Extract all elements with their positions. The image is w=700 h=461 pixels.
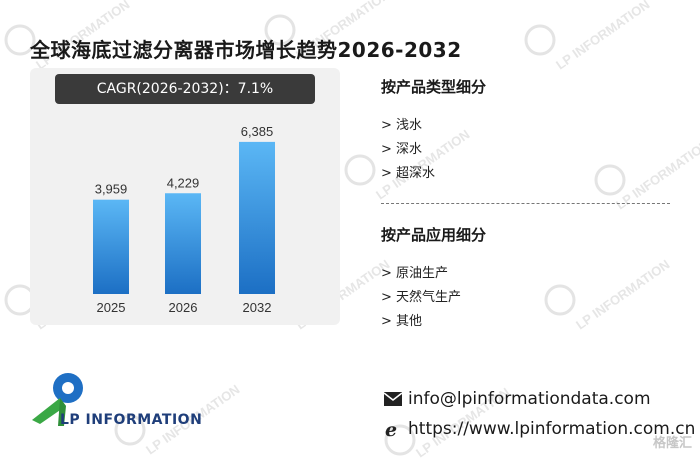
segment-type-title: 按产品类型细分 [381, 78, 487, 96]
bar-2026 [165, 193, 201, 294]
watermark-figure [594, 164, 626, 196]
watermark-figure [524, 24, 556, 56]
segment-application-title: 按产品应用细分 [381, 226, 487, 244]
segment-application-item: > 其他 [381, 314, 423, 329]
segment-application-item: > 原油生产 [381, 266, 449, 281]
section-divider [381, 203, 670, 204]
website-text: https://www.lpinformation.com.cn [408, 419, 696, 439]
x-tick-label: 2026 [169, 300, 198, 315]
svg-text:e: e [385, 420, 397, 438]
bar-chart: 3,959 2025 4,229 2026 6,385 2032 [93, 124, 275, 315]
watermark-text: LP INFORMATION [573, 257, 672, 333]
logo-text: LP INFORMATION [60, 412, 203, 428]
segment-application-item: > 天然气生产 [381, 290, 462, 305]
email-text: info@lpinformationdata.com [408, 389, 651, 409]
corner-badge: 格隆汇 [652, 436, 692, 451]
segment-type-item: > 浅水 [381, 118, 423, 133]
watermark-text: LP INFORMATION [553, 0, 652, 72]
contact-email[interactable]: info@lpinformationdata.com [383, 389, 651, 409]
segment-type-item: > 超深水 [381, 166, 436, 181]
contact-website[interactable]: e https://www.lpinformation.com.cn [383, 419, 695, 439]
page-title: 全球海底过滤分离器市场增长趋势2026-2032 [30, 38, 462, 62]
bar-value-label: 3,959 [95, 182, 128, 197]
cagr-badge: CAGR(2026-2032)：7.1% [55, 74, 315, 104]
bar-value-label: 4,229 [167, 175, 200, 190]
watermark-text: LP INFORMATION [613, 137, 700, 213]
envelope-icon [383, 392, 403, 406]
bar-2032 [239, 141, 275, 294]
watermark-figure [544, 284, 576, 316]
segment-type-item: > 深水 [381, 142, 423, 157]
ie-browser-icon: e [385, 420, 397, 438]
x-tick-label: 2025 [97, 300, 126, 315]
bar-value-label: 6,385 [241, 124, 274, 139]
bar-2025 [93, 199, 129, 294]
lp-logo [32, 373, 83, 426]
watermark-figure [344, 154, 376, 186]
x-tick-label: 2032 [243, 300, 272, 315]
